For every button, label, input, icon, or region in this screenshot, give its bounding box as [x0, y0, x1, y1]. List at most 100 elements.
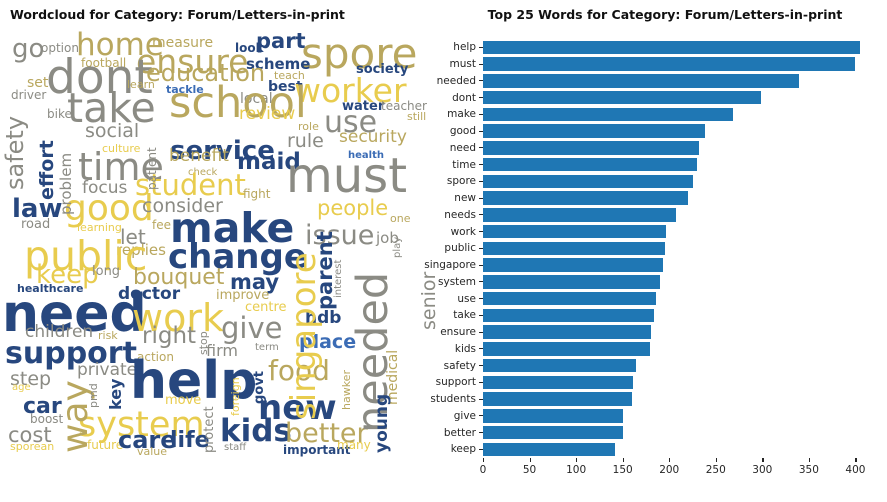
bar-track [483, 157, 875, 172]
bar-row: need [443, 140, 875, 157]
wordcloud-word: pmd [87, 383, 100, 408]
bar-row: work [443, 223, 875, 240]
wordcloud: go option home measure look part spore football… [0, 0, 443, 502]
x-tick-mark [576, 458, 578, 462]
wordcloud-word: time [78, 145, 164, 189]
wordcloud-word: need [2, 284, 147, 344]
wordcloud-word: move [165, 393, 202, 408]
x-tick-label: 150 [612, 464, 633, 476]
wordcloud-word: must [286, 148, 408, 204]
bar [483, 208, 676, 222]
bar-row: needed [436, 73, 875, 90]
bar-row: kids [443, 341, 875, 358]
wordcloud-word: replies [116, 241, 166, 259]
wordcloud-word: important [283, 443, 351, 457]
bar-row: use [443, 290, 875, 307]
wordcloud-word: long [92, 264, 121, 279]
wordcloud-word: food [268, 354, 330, 387]
bar [483, 107, 733, 122]
wordcloud-word: education [146, 59, 266, 87]
wordcloud-word: life [170, 428, 210, 453]
x-tick-mark [622, 458, 624, 462]
bar-track [483, 90, 875, 105]
x-tick-mark [529, 458, 531, 462]
bar-track [483, 191, 875, 205]
wordcloud-word: action [137, 350, 174, 364]
wordcloud-word: review [239, 104, 296, 124]
bar [483, 40, 861, 55]
bar-row: support [435, 374, 875, 391]
bar-track [483, 375, 875, 390]
y-tick-mark [479, 247, 483, 249]
bar-row: time [443, 156, 875, 173]
wordcloud-word: system [78, 405, 205, 445]
bar-row: take [443, 307, 875, 324]
wordcloud-word: driver [11, 88, 47, 102]
wordcloud-word: place [299, 331, 357, 353]
bar-label: needs [444, 208, 476, 221]
wordcloud-word: rule [287, 130, 324, 152]
wordcloud-word: people [317, 196, 389, 220]
wordcloud-word: support [5, 336, 137, 371]
bar-label: work [450, 225, 476, 238]
bar-track [483, 392, 875, 406]
bar-label: need [449, 141, 476, 154]
bar-label: needed [436, 74, 476, 87]
wordcloud-word: public [24, 232, 148, 280]
wordcloud-word: interest [333, 259, 344, 298]
bar-label: must [449, 58, 476, 71]
bar-track [483, 40, 875, 55]
bar-track [483, 325, 875, 339]
y-tick-mark [479, 298, 483, 300]
bar-label: support [435, 376, 476, 389]
wordcloud-word: culture [102, 142, 141, 155]
x-tick-label: 100 [566, 464, 587, 476]
bar-label: dont [452, 91, 476, 104]
bar-row: better [443, 424, 875, 441]
bar-track [483, 208, 875, 222]
x-tick-mark [715, 458, 717, 462]
wordcloud-word: learning [77, 221, 122, 234]
wordcloud-word: new [258, 388, 337, 428]
wordcloud-word: right [142, 323, 197, 349]
wordcloud-word: consider [142, 195, 223, 217]
wordcloud-word: football [81, 56, 127, 70]
wordcloud-word: future [87, 438, 124, 452]
bar-track [483, 409, 875, 423]
bar-label: take [453, 309, 476, 322]
x-tick-label: 0 [479, 464, 487, 476]
wordcloud-word: sporean [10, 440, 55, 453]
y-tick-mark [479, 180, 483, 182]
bar [483, 358, 636, 373]
bar-row: needs [443, 207, 875, 224]
wordcloud-word: better [285, 418, 368, 449]
bar-row: keep [443, 441, 875, 458]
wordcloud-word: age [12, 382, 31, 393]
bar-row: must [443, 56, 875, 73]
wordcloud-word: hawker [340, 370, 353, 410]
bar-row: singapore [424, 257, 875, 274]
wordcloud-word: kids [220, 413, 292, 449]
wordcloud-word: foreign [229, 377, 242, 416]
bar [483, 90, 762, 105]
bar [483, 409, 623, 423]
bar-label: good [449, 125, 476, 138]
y-tick-mark [479, 432, 483, 434]
bar-row: ensure [440, 324, 875, 341]
wordcloud-word: tackle [166, 83, 204, 96]
wordcloud-word: patient [145, 147, 159, 190]
x-axis: 0 50 100 150 200 250 300 350 400 [479, 458, 875, 482]
wordcloud-word: safety [1, 115, 29, 190]
bar-row: spore [443, 173, 875, 190]
wordcloud-word: worker [294, 71, 407, 110]
bar-rows: help must needed dont make good need time spore n… [424, 39, 875, 458]
wordcloud-word: health [348, 150, 384, 161]
x-tick-label: 300 [752, 464, 773, 476]
bar-row: students [430, 391, 875, 408]
bar-row: public [443, 240, 875, 257]
bar-label: give [453, 409, 476, 422]
wordcloud-word: water [342, 99, 385, 114]
x-tick-label: 250 [705, 464, 726, 476]
bar-track [483, 107, 875, 122]
